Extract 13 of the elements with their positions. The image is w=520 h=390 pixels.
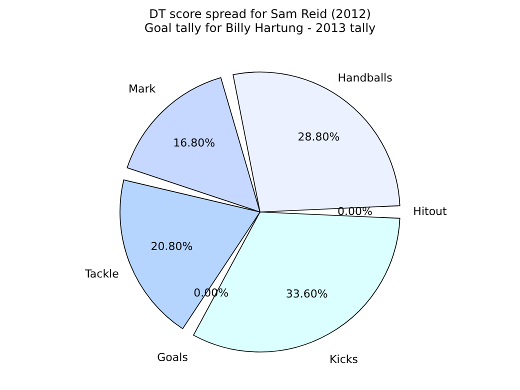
- slice-label: Tackle: [84, 268, 120, 281]
- text: 0.00%: [338, 205, 372, 218]
- chart-title: DT score spread for Sam Reid (2012): [149, 7, 371, 21]
- category-label: Hitout: [413, 205, 447, 218]
- data-label: 20.80%: [150, 240, 193, 253]
- chart-subtitle: Goal tally for Billy Hartung - 2013 tally: [144, 21, 376, 35]
- slice-label: Kicks: [330, 352, 358, 366]
- slice-label: Mark: [128, 82, 156, 96]
- data-label: 33.60%: [286, 288, 328, 301]
- category-label: Goals: [157, 350, 188, 364]
- data-label: 16.80%: [173, 136, 216, 150]
- slice-label: Handballs: [338, 71, 393, 84]
- data-label: 28.80%: [298, 130, 340, 144]
